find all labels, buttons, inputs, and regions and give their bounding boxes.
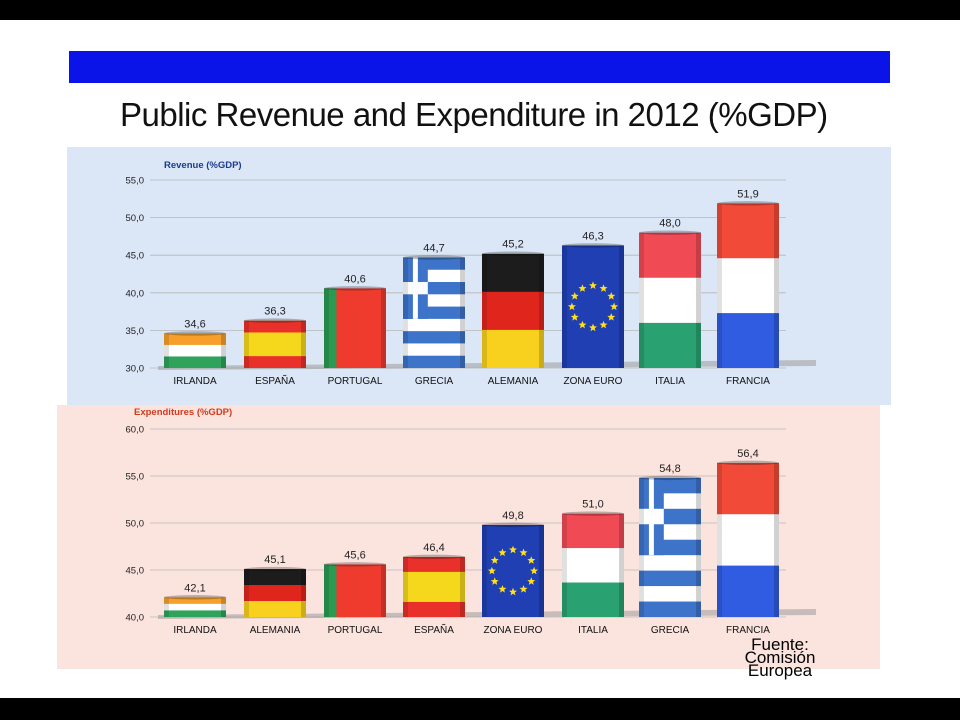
slide-title: Public Revenue and Expenditure in 2012 (… [120,96,828,133]
bar-greece [403,255,465,368]
data-label: 42,1 [184,582,205,594]
bar-spain [403,554,465,617]
bar-ireland [164,331,226,368]
header-band [69,51,890,83]
data-label: 45,6 [344,549,365,561]
bar-france [717,201,779,368]
category-label: ESPAÑA [255,374,295,387]
data-label: 51,9 [737,188,758,200]
bar-italy [639,230,701,368]
bar-portugal [324,562,386,617]
data-label: 46,3 [582,230,603,242]
bar-france [717,460,779,617]
y-tick-label: 45,0 [126,566,145,577]
category-label: ALEMANIA [488,376,539,387]
y-tick-label: 35,0 [126,326,145,337]
data-label: 54,8 [659,463,680,475]
data-label: 49,8 [502,510,523,522]
data-label: 45,2 [502,239,523,251]
chart-expenditure: Expenditures (%GDP) 40,0 45,0 50,0 55,0 60,0 4… [126,407,816,636]
y-tick-label: 50,0 [126,519,145,530]
letterbox-bottom [0,698,960,720]
data-label: 51,0 [582,499,603,511]
y-tick-label: 40,0 [126,288,145,299]
chart-title: Revenue (%GDP) [164,160,242,171]
data-label: 36,3 [264,306,285,318]
source-line-1: Fuente: [751,635,809,654]
y-tick-label: 55,0 [126,472,145,483]
chart-revenue: Revenue (%GDP) 30,0 35,0 40,0 45,0 50,0 55,0 34… [126,160,816,387]
category-label: FRANCIA [726,376,770,387]
source-line-3: Europea [747,661,813,680]
bar-eu [482,522,544,617]
bar-greece [639,475,701,617]
category-label: ESPAÑA [414,623,454,636]
category-label: PORTUGAL [328,625,383,636]
y-tick-label: 60,0 [126,425,145,436]
bar-ireland [164,595,226,618]
data-label: 46,4 [423,542,444,554]
category-label: ZONA EURO [564,376,623,387]
y-tick-label: 30,0 [126,364,145,375]
y-tick-label: 50,0 [126,213,145,224]
category-label: IRLANDA [173,625,217,636]
category-label: ITALIA [578,625,608,636]
category-label: ALEMANIA [250,625,301,636]
category-label: IRLANDA [173,376,217,387]
source-line-2: Comisión [744,648,816,667]
source-note: Fuente: Comisión Europea [732,635,828,680]
data-label: 40,6 [344,273,365,285]
y-tick-label: 45,0 [126,251,145,262]
data-label: 48,0 [659,218,680,230]
y-tick-label: 40,0 [126,613,145,624]
bar-eu [562,243,624,368]
bar-spain [244,318,306,368]
bar-germany [244,566,306,617]
bar-germany [482,251,544,368]
category-label: GRECIA [415,376,454,387]
data-label: 45,1 [264,554,285,566]
category-label: FRANCIA [726,625,770,636]
data-label: 56,4 [737,448,758,460]
bar-portugal [324,286,386,368]
data-label: 34,6 [184,318,205,330]
bar-italy [562,511,624,617]
letterbox-top [0,0,960,20]
category-label: GRECIA [651,625,690,636]
data-label: 44,7 [423,242,444,254]
category-label: PORTUGAL [328,376,383,387]
category-label: ITALIA [655,376,685,387]
y-tick-label: 55,0 [126,176,145,187]
category-label: ZONA EURO [484,625,543,636]
chart-title: Expenditures (%GDP) [134,407,232,418]
